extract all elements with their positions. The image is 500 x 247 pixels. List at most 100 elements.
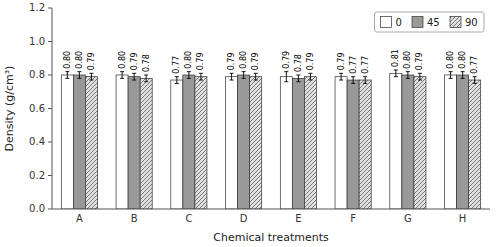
error-cap xyxy=(65,71,69,72)
data-label: 0.77 xyxy=(349,56,358,74)
error-bar xyxy=(406,72,410,79)
error-cap xyxy=(418,73,422,74)
bar xyxy=(73,75,85,209)
error-cap xyxy=(242,78,246,79)
error-cap xyxy=(339,80,343,81)
x-tick-label: A xyxy=(76,213,83,224)
y-tick xyxy=(48,142,52,143)
legend-swatch xyxy=(381,17,392,28)
error-cap xyxy=(199,73,203,74)
bar xyxy=(171,80,183,209)
y-axis: 0.00.20.40.60.81.01.2 xyxy=(29,2,52,214)
error-cap xyxy=(65,78,69,79)
error-stem xyxy=(407,72,408,79)
data-label: 0.79 xyxy=(306,53,315,71)
bar xyxy=(116,75,128,209)
data-label: 0.81 xyxy=(391,49,400,67)
x-tick-label: H xyxy=(459,213,467,224)
error-cap xyxy=(449,71,453,72)
error-cap xyxy=(230,80,234,81)
error-stem xyxy=(298,75,299,82)
error-stem xyxy=(341,73,342,80)
error-cap xyxy=(351,83,355,84)
error-stem xyxy=(450,72,451,79)
error-cap xyxy=(77,71,81,72)
data-label: 0.80 xyxy=(63,51,72,69)
error-stem xyxy=(365,77,366,84)
bar xyxy=(195,77,207,209)
y-tick xyxy=(48,75,52,76)
error-cap xyxy=(284,71,288,72)
error-cap xyxy=(339,73,343,74)
error-stem xyxy=(67,72,68,79)
error-cap xyxy=(254,80,258,81)
error-bar xyxy=(296,75,300,82)
y-tick-label: 1.2 xyxy=(29,2,45,13)
error-cap xyxy=(77,78,81,79)
error-cap xyxy=(461,71,465,72)
error-cap xyxy=(473,83,477,84)
error-bar xyxy=(339,73,343,80)
error-bar xyxy=(254,73,258,80)
error-cap xyxy=(254,73,258,74)
y-tick xyxy=(48,41,52,42)
error-bar xyxy=(363,77,367,84)
data-label: 0.80 xyxy=(458,51,467,69)
error-stem xyxy=(91,73,92,80)
bar xyxy=(85,77,97,209)
error-bar xyxy=(418,73,422,80)
error-bar xyxy=(77,72,81,79)
bar xyxy=(469,80,481,209)
y-tick-label: 0.8 xyxy=(29,69,45,80)
bar xyxy=(347,80,359,209)
error-cap xyxy=(132,80,136,81)
data-label: 0.79 xyxy=(251,53,260,71)
error-cap xyxy=(418,80,422,81)
error-stem xyxy=(255,73,256,80)
error-cap xyxy=(296,75,300,76)
error-cap xyxy=(473,76,477,77)
data-label: 0.77 xyxy=(361,56,370,74)
error-stem xyxy=(188,72,189,79)
x-axis-title: Chemical treatments xyxy=(213,231,329,244)
bar xyxy=(457,75,469,209)
error-cap xyxy=(394,69,398,70)
data-label: 0.79 xyxy=(196,53,205,71)
bar xyxy=(280,77,292,209)
error-stem xyxy=(200,73,201,80)
data-label: 0.80 xyxy=(184,51,193,69)
error-cap xyxy=(144,81,148,82)
error-cap xyxy=(120,71,124,72)
legend: 04590 xyxy=(375,12,485,32)
error-cap xyxy=(187,71,191,72)
error-stem xyxy=(79,72,80,79)
error-cap xyxy=(120,78,124,79)
error-cap xyxy=(89,80,93,81)
error-cap xyxy=(242,71,246,72)
y-axis-line xyxy=(52,8,53,209)
bar xyxy=(250,77,262,209)
data-label: 0.78 xyxy=(294,54,303,72)
error-stem xyxy=(122,72,123,79)
data-label: 0.79 xyxy=(415,53,424,71)
bar xyxy=(183,75,195,209)
error-stem xyxy=(462,72,463,79)
error-bar xyxy=(187,72,191,79)
data-label: 0.79 xyxy=(282,51,291,69)
data-label: 0.79 xyxy=(227,53,236,71)
error-bar xyxy=(473,77,477,84)
error-stem xyxy=(310,73,311,80)
error-bar xyxy=(89,73,93,80)
bar xyxy=(359,80,371,209)
x-tick-label: E xyxy=(295,213,301,224)
x-axis: ABCDEFGH xyxy=(52,209,490,224)
bar xyxy=(292,78,304,209)
error-cap xyxy=(187,78,191,79)
error-bar xyxy=(394,70,398,77)
x-tick-label: B xyxy=(131,213,138,224)
error-stem xyxy=(286,72,287,82)
error-stem xyxy=(474,77,475,84)
error-cap xyxy=(406,78,410,79)
error-stem xyxy=(231,73,232,80)
bar xyxy=(238,75,250,209)
